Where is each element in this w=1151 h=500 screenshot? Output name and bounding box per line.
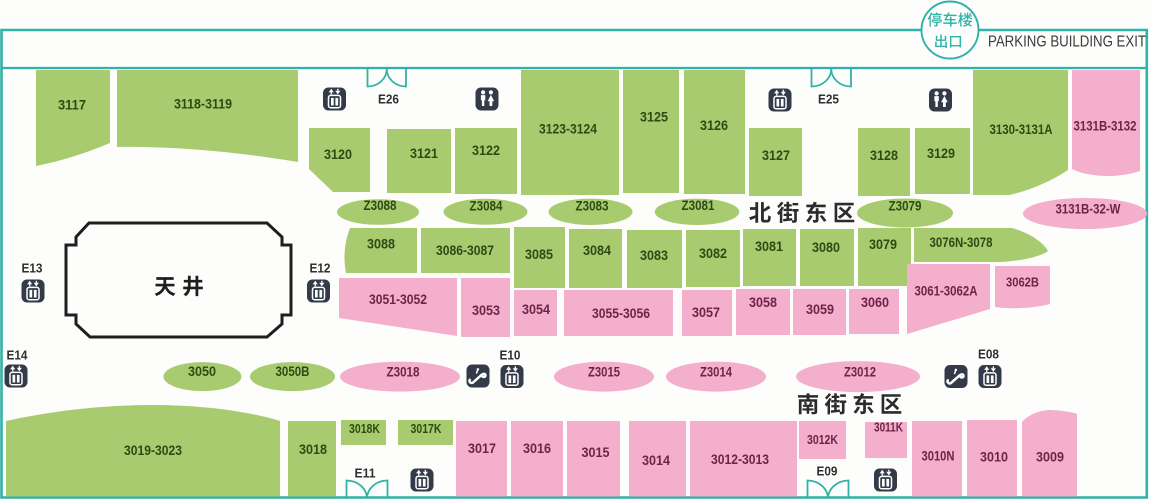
- svg-text:E25: E25: [818, 92, 839, 107]
- svg-text:E14: E14: [7, 348, 29, 363]
- svg-text:3076N-3078: 3076N-3078: [930, 234, 993, 250]
- svg-text:Z3018: Z3018: [387, 365, 420, 380]
- svg-text:3050B: 3050B: [276, 364, 310, 379]
- svg-text:3017K: 3017K: [411, 422, 442, 436]
- svg-text:3058: 3058: [749, 294, 777, 310]
- svg-text:3084: 3084: [583, 242, 611, 258]
- svg-text:3085: 3085: [525, 246, 553, 262]
- svg-text:E08: E08: [978, 347, 999, 362]
- svg-text:3050: 3050: [188, 364, 216, 379]
- svg-text:3117: 3117: [58, 97, 86, 113]
- svg-text:3122: 3122: [472, 142, 500, 158]
- svg-text:3120: 3120: [324, 146, 352, 162]
- svg-text:Z3014: Z3014: [700, 365, 732, 380]
- svg-text:3086-3087: 3086-3087: [436, 242, 494, 258]
- svg-text:Z3083: Z3083: [576, 198, 609, 213]
- svg-text:3088: 3088: [367, 236, 395, 252]
- svg-text:3054: 3054: [522, 301, 550, 317]
- svg-text:E11: E11: [355, 466, 376, 481]
- svg-text:E26: E26: [378, 92, 399, 107]
- svg-text:3127: 3127: [762, 147, 790, 163]
- svg-text:3015: 3015: [582, 444, 610, 460]
- svg-text:3010N: 3010N: [922, 449, 955, 464]
- svg-text:3123-3124: 3123-3124: [539, 121, 597, 137]
- svg-text:3118-3119: 3118-3119: [174, 96, 232, 112]
- svg-text:3126: 3126: [700, 117, 728, 133]
- svg-text:3059: 3059: [806, 301, 834, 317]
- svg-text:3018: 3018: [299, 441, 327, 457]
- svg-text:3053: 3053: [472, 302, 500, 318]
- svg-text:PARKING BUILDING EXIT: PARKING BUILDING EXIT: [988, 34, 1146, 51]
- svg-text:3055-3056: 3055-3056: [592, 305, 650, 321]
- svg-text:3125: 3125: [640, 109, 668, 125]
- svg-text:Z3015: Z3015: [588, 365, 620, 380]
- svg-text:E12: E12: [310, 261, 331, 276]
- svg-text:3079: 3079: [869, 236, 897, 252]
- svg-text:3131B-32-W: 3131B-32-W: [1056, 201, 1122, 217]
- svg-text:Z3088: Z3088: [364, 198, 397, 213]
- svg-text:E09: E09: [817, 464, 838, 479]
- svg-text:3011K: 3011K: [874, 421, 903, 435]
- svg-text:3017: 3017: [468, 440, 496, 456]
- svg-text:3012K: 3012K: [807, 433, 838, 447]
- svg-text:E10: E10: [500, 348, 521, 363]
- svg-text:Z3079: Z3079: [889, 199, 922, 214]
- svg-text:3130-3131A: 3130-3131A: [990, 121, 1053, 137]
- svg-text:3016: 3016: [523, 440, 551, 456]
- svg-text:3019-3023: 3019-3023: [124, 442, 182, 458]
- svg-text:3081: 3081: [755, 238, 783, 254]
- svg-text:3014: 3014: [642, 452, 670, 468]
- svg-text:3057: 3057: [692, 304, 720, 320]
- svg-text:3131B-3132: 3131B-3132: [1074, 118, 1137, 134]
- svg-text:3010: 3010: [980, 449, 1008, 465]
- svg-text:3012-3013: 3012-3013: [711, 451, 769, 467]
- svg-text:Z3084: Z3084: [470, 198, 503, 213]
- svg-text:3082: 3082: [699, 245, 727, 261]
- svg-text:3080: 3080: [812, 239, 840, 255]
- svg-text:3018K: 3018K: [349, 422, 380, 436]
- svg-text:Z3081: Z3081: [682, 198, 715, 213]
- svg-text:3051-3052: 3051-3052: [369, 291, 427, 307]
- svg-text:3060: 3060: [861, 294, 889, 310]
- svg-text:3062B: 3062B: [1006, 275, 1039, 290]
- svg-text:3061-3062A: 3061-3062A: [915, 283, 978, 299]
- svg-text:3129: 3129: [927, 145, 955, 161]
- svg-text:3083: 3083: [640, 247, 668, 263]
- svg-text:E13: E13: [22, 261, 43, 276]
- svg-text:3121: 3121: [410, 145, 438, 161]
- svg-text:3009: 3009: [1036, 449, 1064, 465]
- svg-text:Z3012: Z3012: [844, 365, 876, 380]
- svg-text:3128: 3128: [870, 147, 898, 163]
